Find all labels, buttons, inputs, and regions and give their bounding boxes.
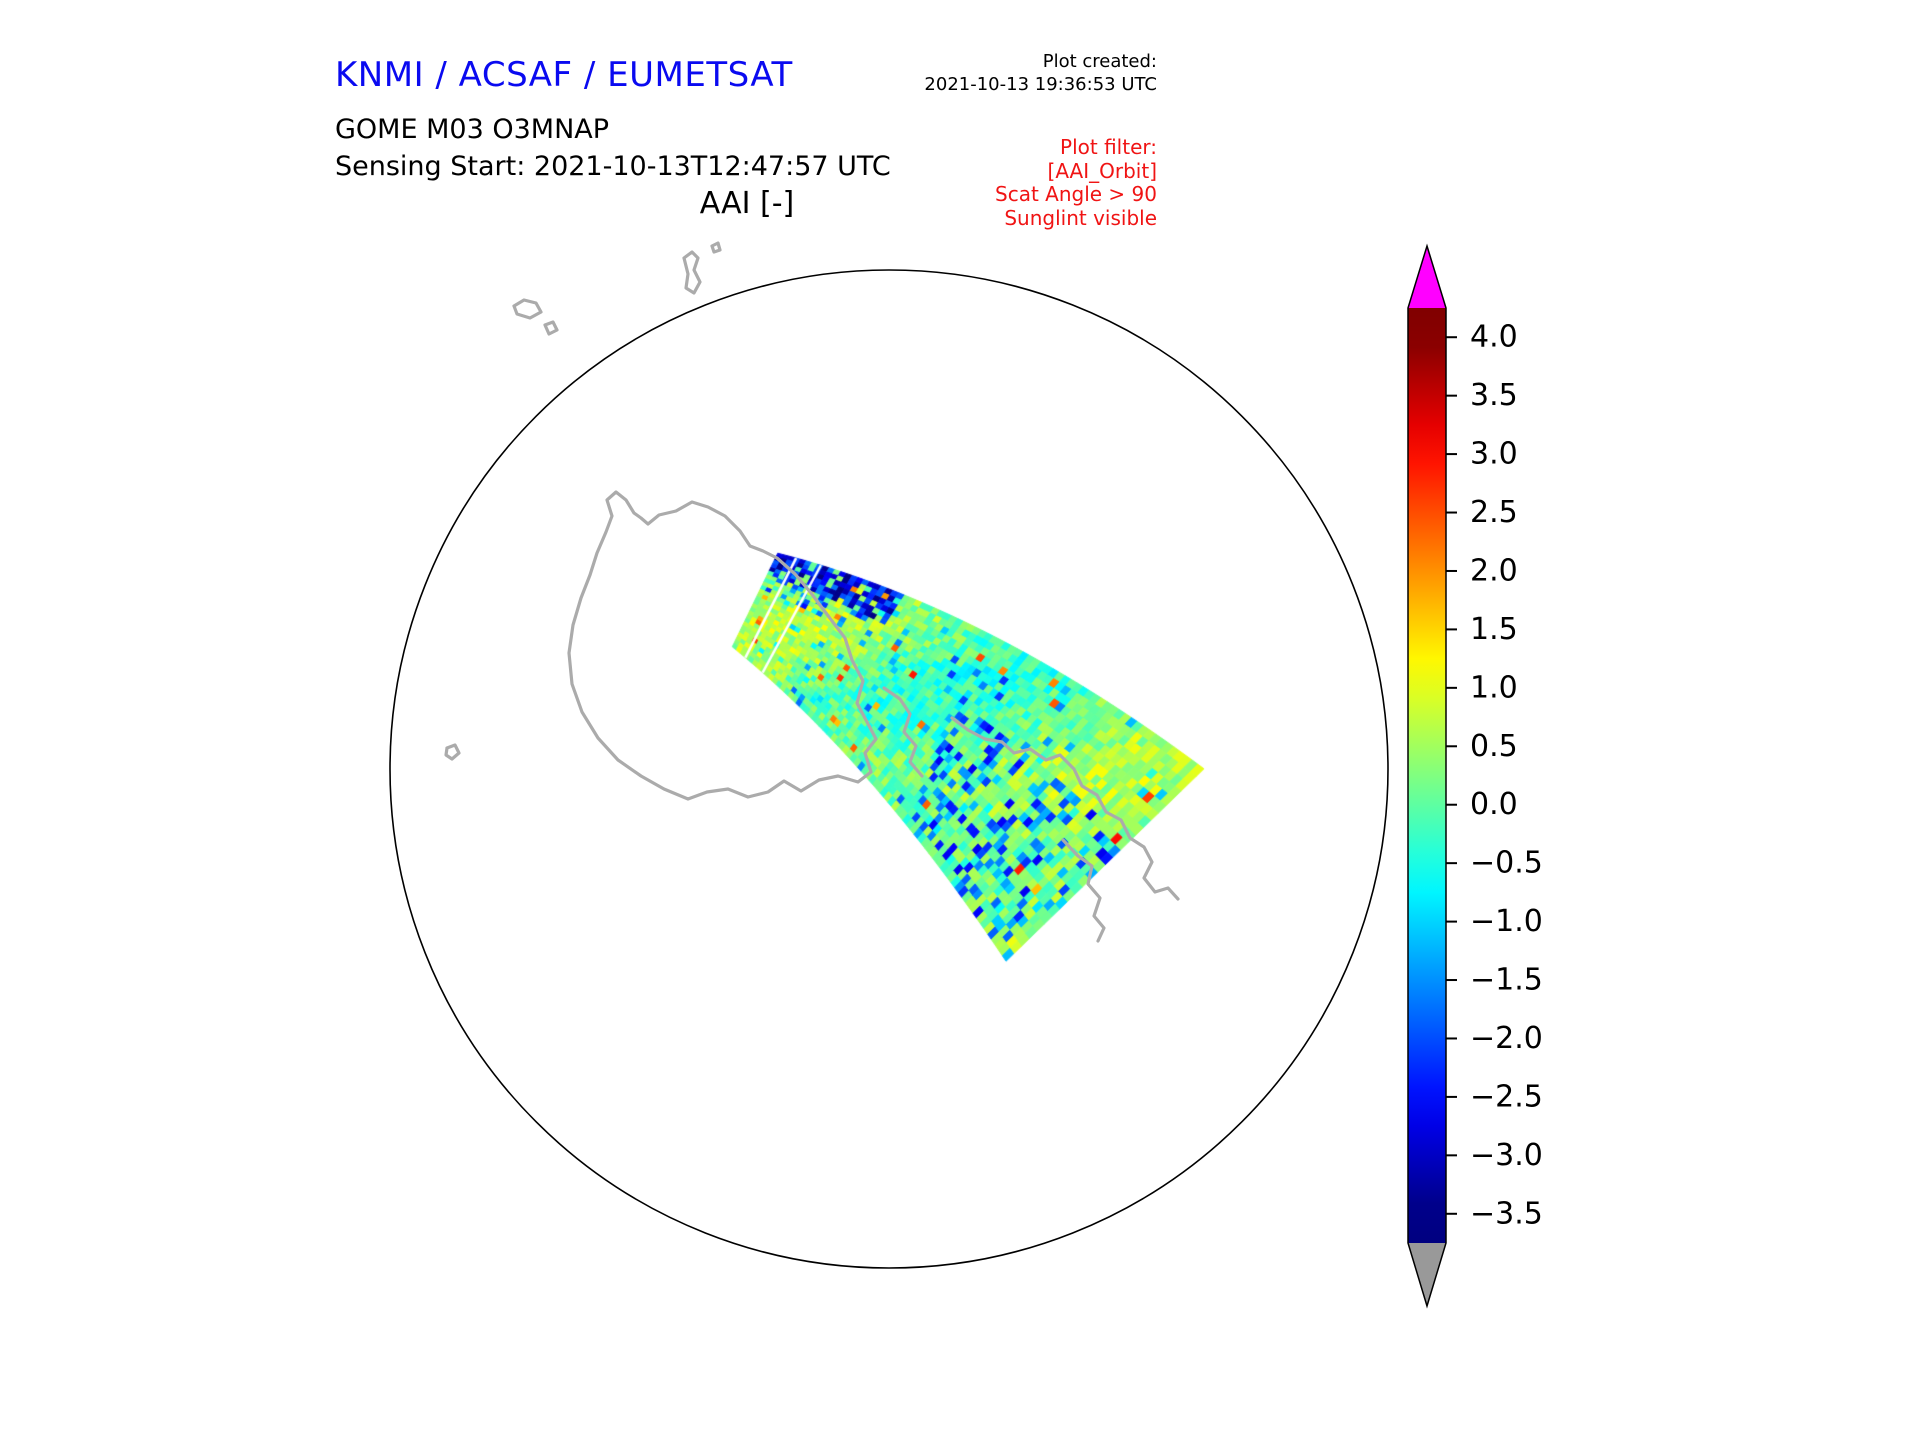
plot-filter-line: Scat Angle > 90 [995, 182, 1157, 206]
plot-filter-line: Sunglint visible [1004, 205, 1157, 230]
svg-text:2.0: 2.0 [1470, 553, 1518, 588]
svg-text:3.5: 3.5 [1470, 378, 1518, 413]
svg-text:−2.0: −2.0 [1470, 1021, 1543, 1056]
svg-text:−1.5: −1.5 [1470, 963, 1543, 998]
svg-text:0.0: 0.0 [1470, 787, 1518, 822]
plot-created-block: Plot created: 2021-10-13 19:36:53 UTC [924, 50, 1157, 96]
plot-created-label: Plot created: [1042, 51, 1157, 72]
org-title: KNMI / ACSAF / EUMETSAT [335, 55, 793, 95]
svg-text:4.0: 4.0 [1470, 320, 1518, 355]
svg-text:0.5: 0.5 [1470, 729, 1518, 764]
svg-text:−1.0: −1.0 [1470, 904, 1543, 939]
svg-text:2.5: 2.5 [1470, 495, 1518, 530]
svg-text:1.0: 1.0 [1470, 670, 1518, 705]
svg-text:−3.0: −3.0 [1470, 1138, 1543, 1173]
product-title: GOME M03 O3MNAP [335, 114, 610, 145]
svg-text:−0.5: −0.5 [1470, 846, 1543, 881]
svg-text:3.0: 3.0 [1470, 437, 1518, 472]
svg-text:1.5: 1.5 [1470, 612, 1518, 647]
svg-text:−2.5: −2.5 [1470, 1079, 1543, 1114]
plot-filter-line: Plot filter: [1060, 135, 1157, 159]
plot-filter-line: [AAI_Orbit] [1047, 158, 1157, 183]
plot-created-value: 2021-10-13 19:36:53 UTC [924, 74, 1157, 95]
svg-text:−3.5: −3.5 [1470, 1196, 1543, 1231]
plot-filter-block: Plot filter: [AAI_Orbit] Scat Angle > 90… [995, 135, 1157, 230]
sensing-start: Sensing Start: 2021-10-13T12:47:57 UTC [335, 151, 891, 182]
map-title: AAI [-] [699, 186, 795, 221]
